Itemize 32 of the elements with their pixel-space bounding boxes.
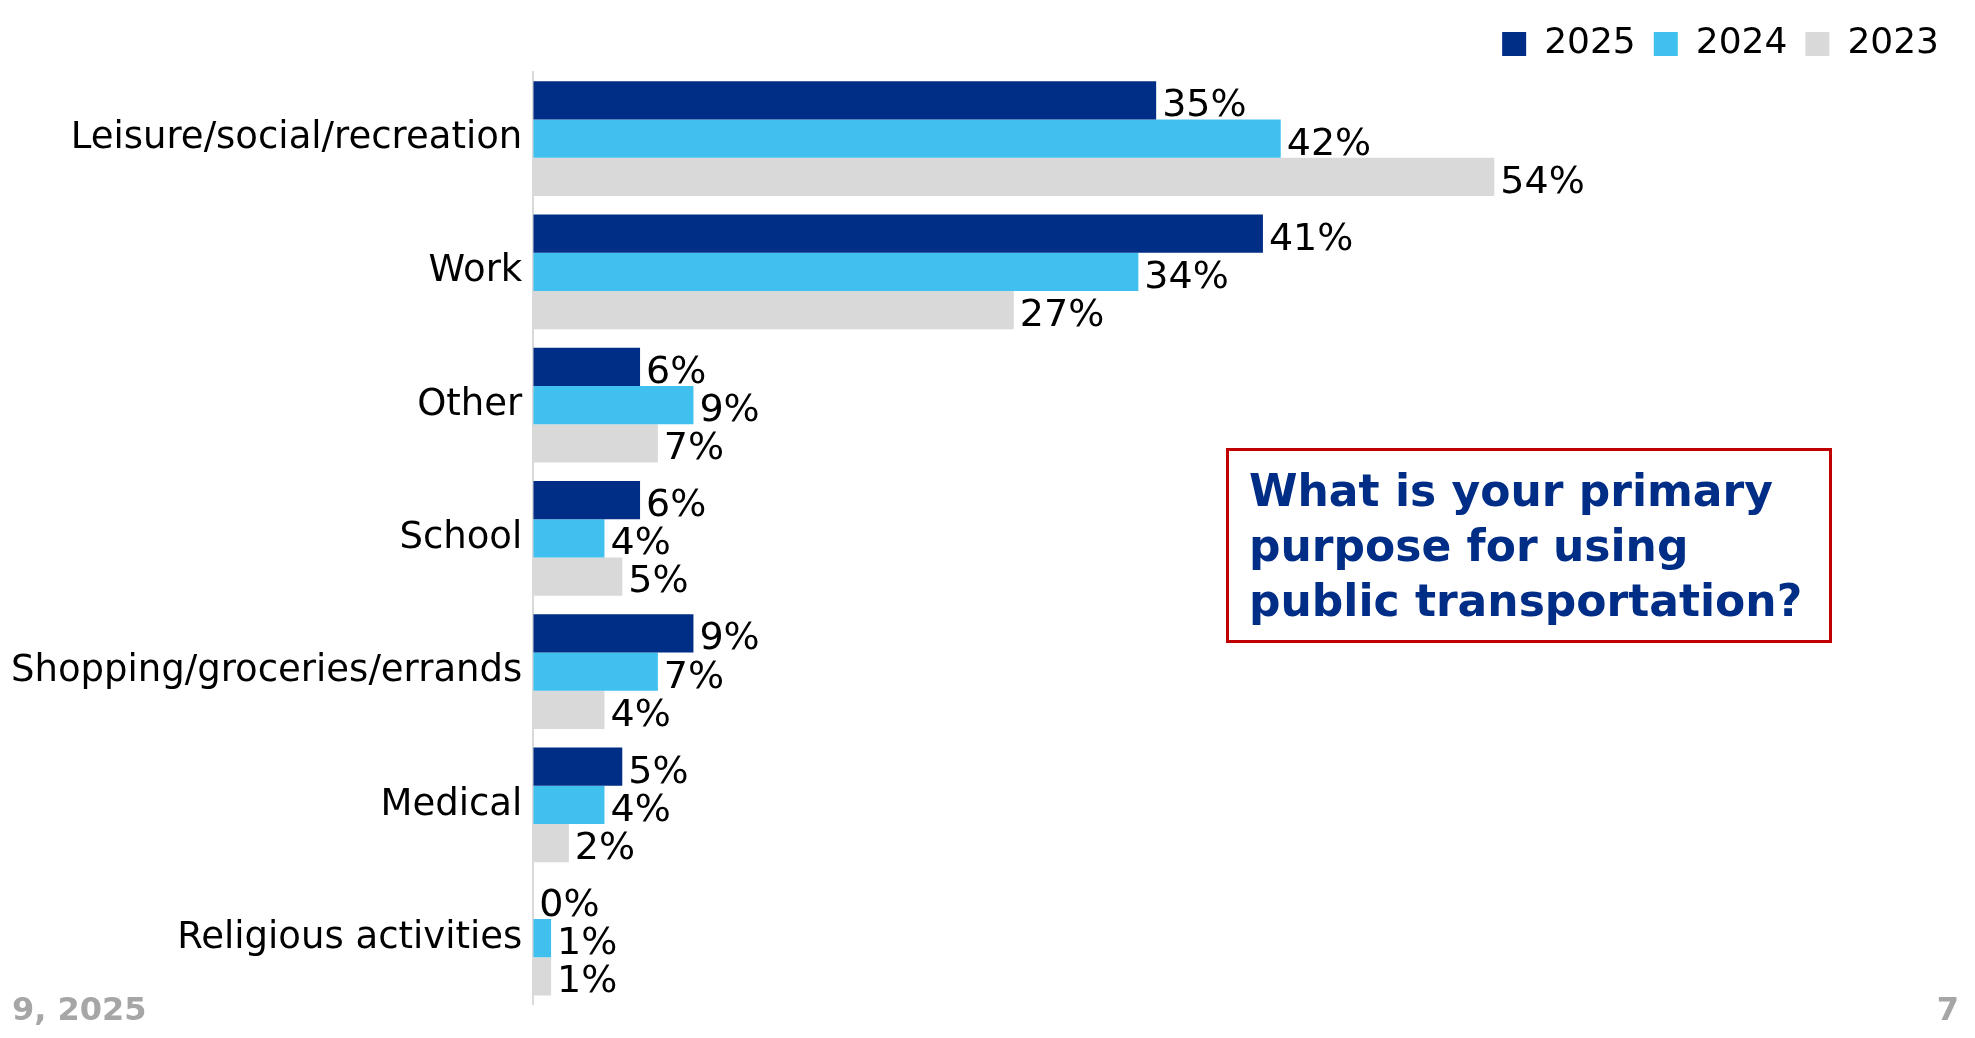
y-tick-label: Shopping/groceries/errands	[11, 647, 523, 691]
text: 9, 2025	[12, 990, 147, 1028]
bar	[533, 252, 1139, 291]
text: 7	[1936, 990, 1959, 1028]
bar	[533, 747, 623, 786]
y-tick-label: Other	[417, 380, 524, 424]
bar	[533, 347, 641, 387]
bar	[533, 614, 694, 653]
bar	[533, 386, 694, 425]
legend-label: 2025	[1544, 20, 1636, 62]
bar	[533, 919, 552, 958]
bar	[533, 119, 1281, 158]
legend-label: 2023	[1847, 20, 1940, 62]
y-tick-label: Work	[428, 247, 523, 291]
data-label: 34%	[1144, 252, 1229, 297]
bar	[533, 214, 1263, 253]
annotation: What is your primary purpose for using public transportation?	[1226, 448, 1832, 643]
bar	[533, 519, 605, 558]
bar	[533, 785, 605, 825]
data-label: 42%	[1286, 119, 1372, 164]
data-label: 27%	[1019, 290, 1105, 335]
data-label: 41%	[1268, 214, 1354, 259]
bar	[533, 652, 658, 691]
y-tick-label: Religious activities	[177, 913, 523, 957]
y-tick-label: School	[399, 514, 523, 558]
y-tick-label: Medical	[380, 780, 523, 824]
bar	[533, 81, 1157, 120]
legend-label: 2024	[1695, 20, 1788, 62]
y-tick-label: Leisure/social/recreation	[70, 114, 523, 158]
bar	[533, 481, 641, 520]
data-label: 35%	[1162, 81, 1247, 126]
data-label: 54%	[1500, 157, 1585, 202]
